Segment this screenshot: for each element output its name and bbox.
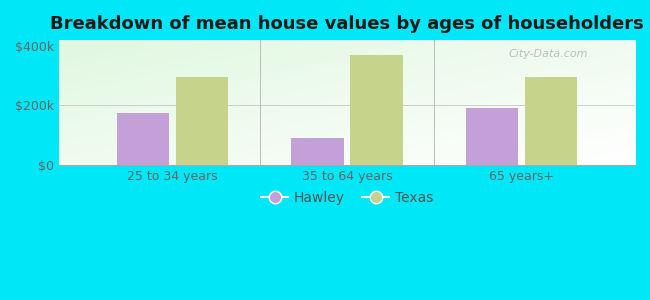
Bar [291,138,343,165]
Bar [116,113,169,165]
Bar [350,55,403,165]
Bar [465,108,518,165]
Legend: Hawley, Texas: Hawley, Texas [255,185,439,210]
Bar [176,77,228,165]
Title: Breakdown of mean house values by ages of householders: Breakdown of mean house values by ages o… [50,15,644,33]
Bar [525,77,577,165]
Text: City-Data.com: City-Data.com [508,49,588,59]
